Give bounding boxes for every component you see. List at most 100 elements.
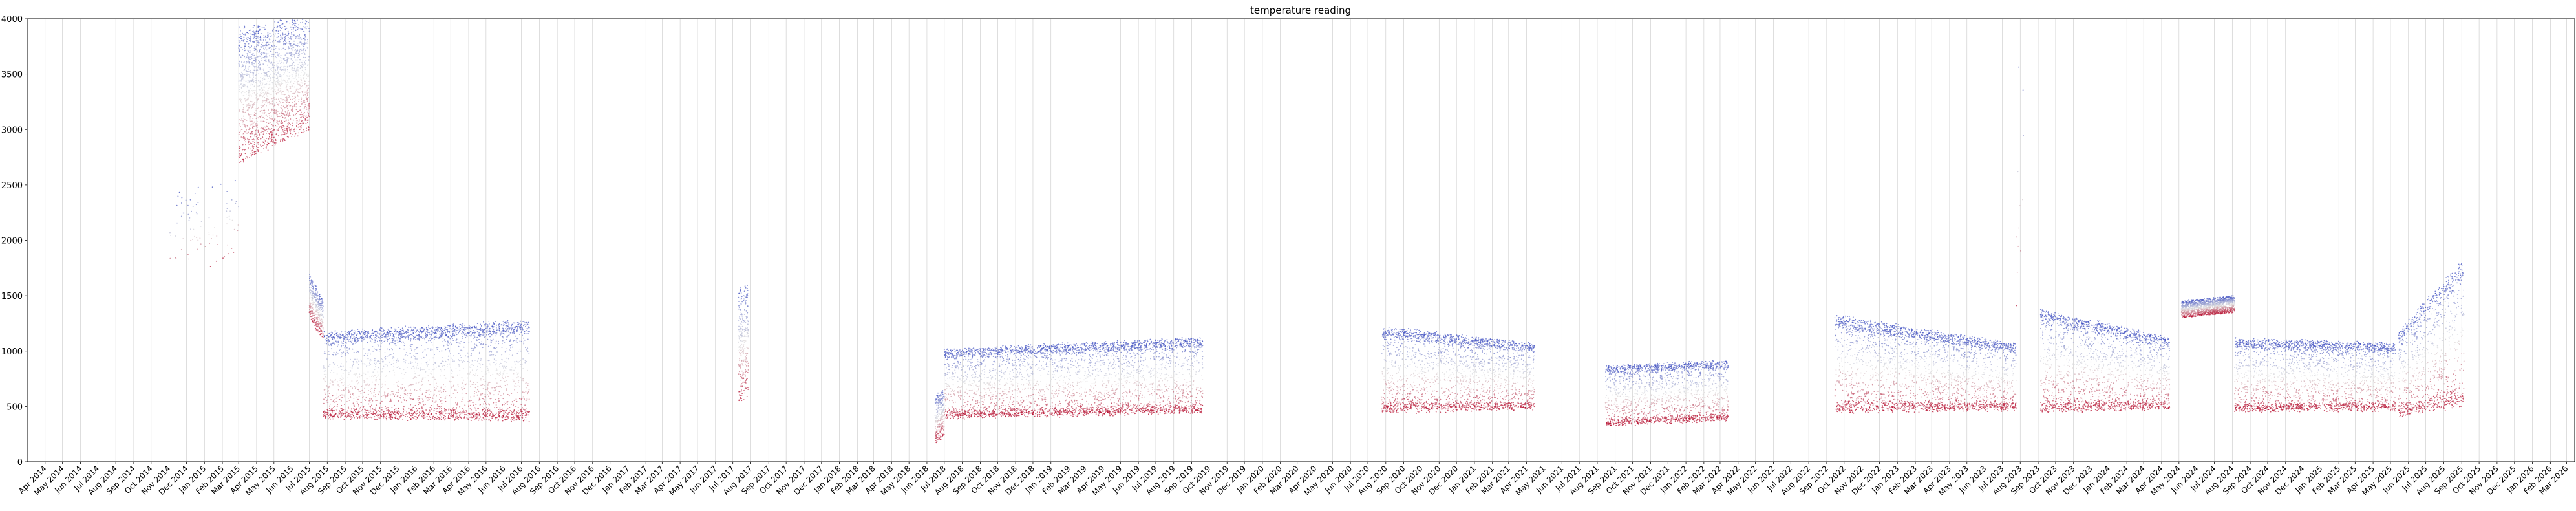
data-point (248, 71, 249, 72)
data-point (270, 118, 271, 120)
data-point (360, 336, 361, 338)
data-point (511, 324, 513, 325)
data-point (474, 415, 476, 416)
data-point (338, 413, 339, 414)
data-point (381, 331, 382, 332)
data-point (258, 66, 259, 67)
data-point (328, 390, 329, 391)
data-point (312, 321, 314, 323)
data-point (485, 381, 486, 382)
data-point (323, 312, 324, 313)
data-point (506, 351, 507, 352)
data-point (307, 26, 308, 27)
data-point (470, 371, 471, 373)
data-point (276, 99, 277, 100)
data-point (315, 314, 316, 315)
data-point (374, 390, 375, 391)
data-point (253, 63, 255, 64)
data-point (279, 116, 281, 117)
data-point (445, 326, 446, 327)
data-point (469, 332, 470, 334)
data-point (264, 58, 266, 59)
data-point (370, 360, 371, 362)
data-point (431, 334, 432, 335)
data-point (270, 83, 271, 85)
data-point (345, 409, 346, 410)
data-point (289, 127, 290, 129)
data-point (251, 62, 252, 63)
data-point (392, 417, 394, 418)
data-point (244, 124, 246, 125)
data-point (500, 371, 501, 373)
data-point (453, 325, 454, 327)
data-point (348, 336, 349, 337)
data-point (495, 419, 496, 420)
data-point (258, 117, 259, 118)
data-point (217, 244, 218, 245)
data-point (263, 48, 264, 49)
data-point (515, 336, 516, 337)
data-point (246, 41, 248, 43)
data-point (241, 118, 242, 119)
data-point (263, 39, 264, 41)
data-point (413, 418, 414, 419)
data-point (425, 409, 427, 411)
data-point (264, 49, 265, 50)
data-point (436, 388, 437, 389)
data-point (520, 410, 521, 411)
data-point (253, 86, 255, 87)
data-point (271, 103, 273, 104)
data-point (377, 341, 378, 342)
data-point (262, 45, 264, 47)
data-point (268, 123, 270, 124)
data-point (462, 408, 463, 409)
data-point (509, 395, 510, 397)
data-point (320, 325, 321, 326)
data-point (366, 337, 367, 338)
data-point (496, 334, 497, 335)
data-point (328, 410, 330, 411)
data-point (363, 373, 365, 374)
data-point (290, 129, 292, 131)
data-point (266, 100, 268, 102)
data-point (294, 93, 295, 94)
data-point (363, 364, 365, 365)
data-point (257, 100, 258, 102)
data-point (332, 332, 333, 334)
data-point (506, 332, 507, 333)
data-point (292, 20, 293, 21)
data-point (351, 416, 352, 417)
data-point (330, 410, 332, 411)
data-point (377, 371, 378, 373)
data-point (249, 90, 250, 91)
data-point (303, 65, 304, 67)
data-point (442, 330, 443, 331)
data-point (267, 42, 268, 43)
data-point (452, 338, 453, 339)
data-point (525, 383, 526, 384)
data-point (370, 340, 371, 341)
data-point (255, 133, 257, 135)
data-point (240, 83, 242, 85)
data-point (301, 125, 302, 127)
data-point (237, 230, 239, 231)
data-point (293, 120, 294, 121)
data-point (253, 70, 255, 71)
data-point (371, 398, 372, 400)
data-point (478, 420, 480, 421)
data-point (502, 328, 503, 329)
data-point (290, 27, 292, 28)
data-point (289, 41, 290, 42)
data-point (370, 359, 371, 360)
data-point (514, 417, 515, 419)
data-point (294, 68, 295, 69)
data-point (255, 80, 256, 81)
data-point (357, 358, 358, 360)
data-point (290, 124, 291, 125)
data-point (476, 414, 478, 415)
data-point (425, 349, 426, 351)
data-point (261, 58, 262, 59)
data-point (411, 356, 412, 358)
data-point (255, 78, 257, 79)
data-point (288, 124, 289, 125)
